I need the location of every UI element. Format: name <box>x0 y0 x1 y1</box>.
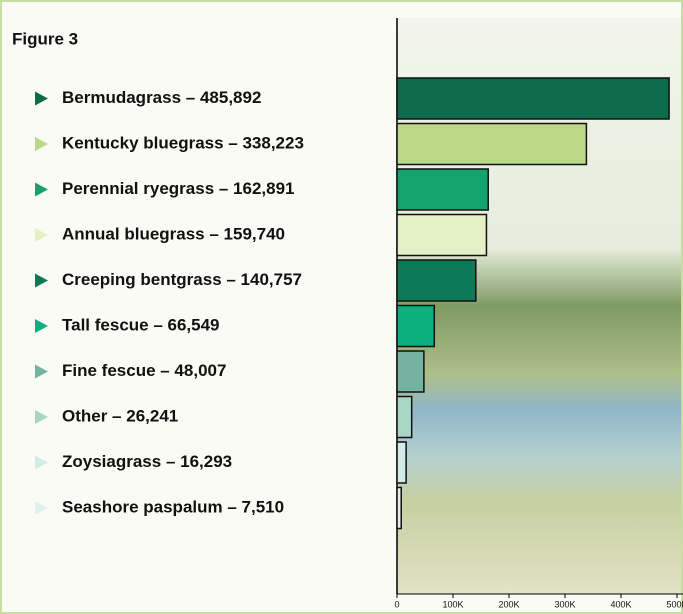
category-label: Seashore paspalum – 7,510 <box>62 497 284 516</box>
bar <box>397 306 434 347</box>
chart: Figure 3 0 100K 200K 300K 400K 500K Bermudagra… <box>0 0 683 614</box>
bar <box>397 488 401 529</box>
category-label: Bermudagrass – 485,892 <box>62 88 261 107</box>
category-label: Zoysiagrass – 16,293 <box>62 452 232 471</box>
bar <box>397 260 476 301</box>
x-tick-label: 0 <box>394 599 399 609</box>
x-tick-label: 500K <box>666 599 683 609</box>
x-tick-label: 200K <box>498 599 519 609</box>
bar <box>397 124 586 165</box>
bar <box>397 169 488 210</box>
category-label: Kentucky bluegrass – 338,223 <box>62 133 304 152</box>
bar <box>397 78 669 119</box>
category-label: Perennial ryegrass – 162,891 <box>62 179 295 198</box>
bar <box>397 351 424 392</box>
category-label: Other – 26,241 <box>62 406 178 425</box>
bar <box>397 215 486 256</box>
bar <box>397 442 406 483</box>
category-label: Tall fescue – 66,549 <box>62 315 220 334</box>
bar <box>397 397 412 438</box>
category-label: Creeping bentgrass – 140,757 <box>62 270 302 289</box>
category-label: Annual bluegrass – 159,740 <box>62 224 285 243</box>
x-tick-label: 400K <box>610 599 631 609</box>
x-tick-label: 100K <box>442 599 463 609</box>
chart-title: Figure 3 <box>12 29 78 48</box>
x-tick-label: 300K <box>554 599 575 609</box>
category-label: Fine fescue – 48,007 <box>62 361 226 380</box>
